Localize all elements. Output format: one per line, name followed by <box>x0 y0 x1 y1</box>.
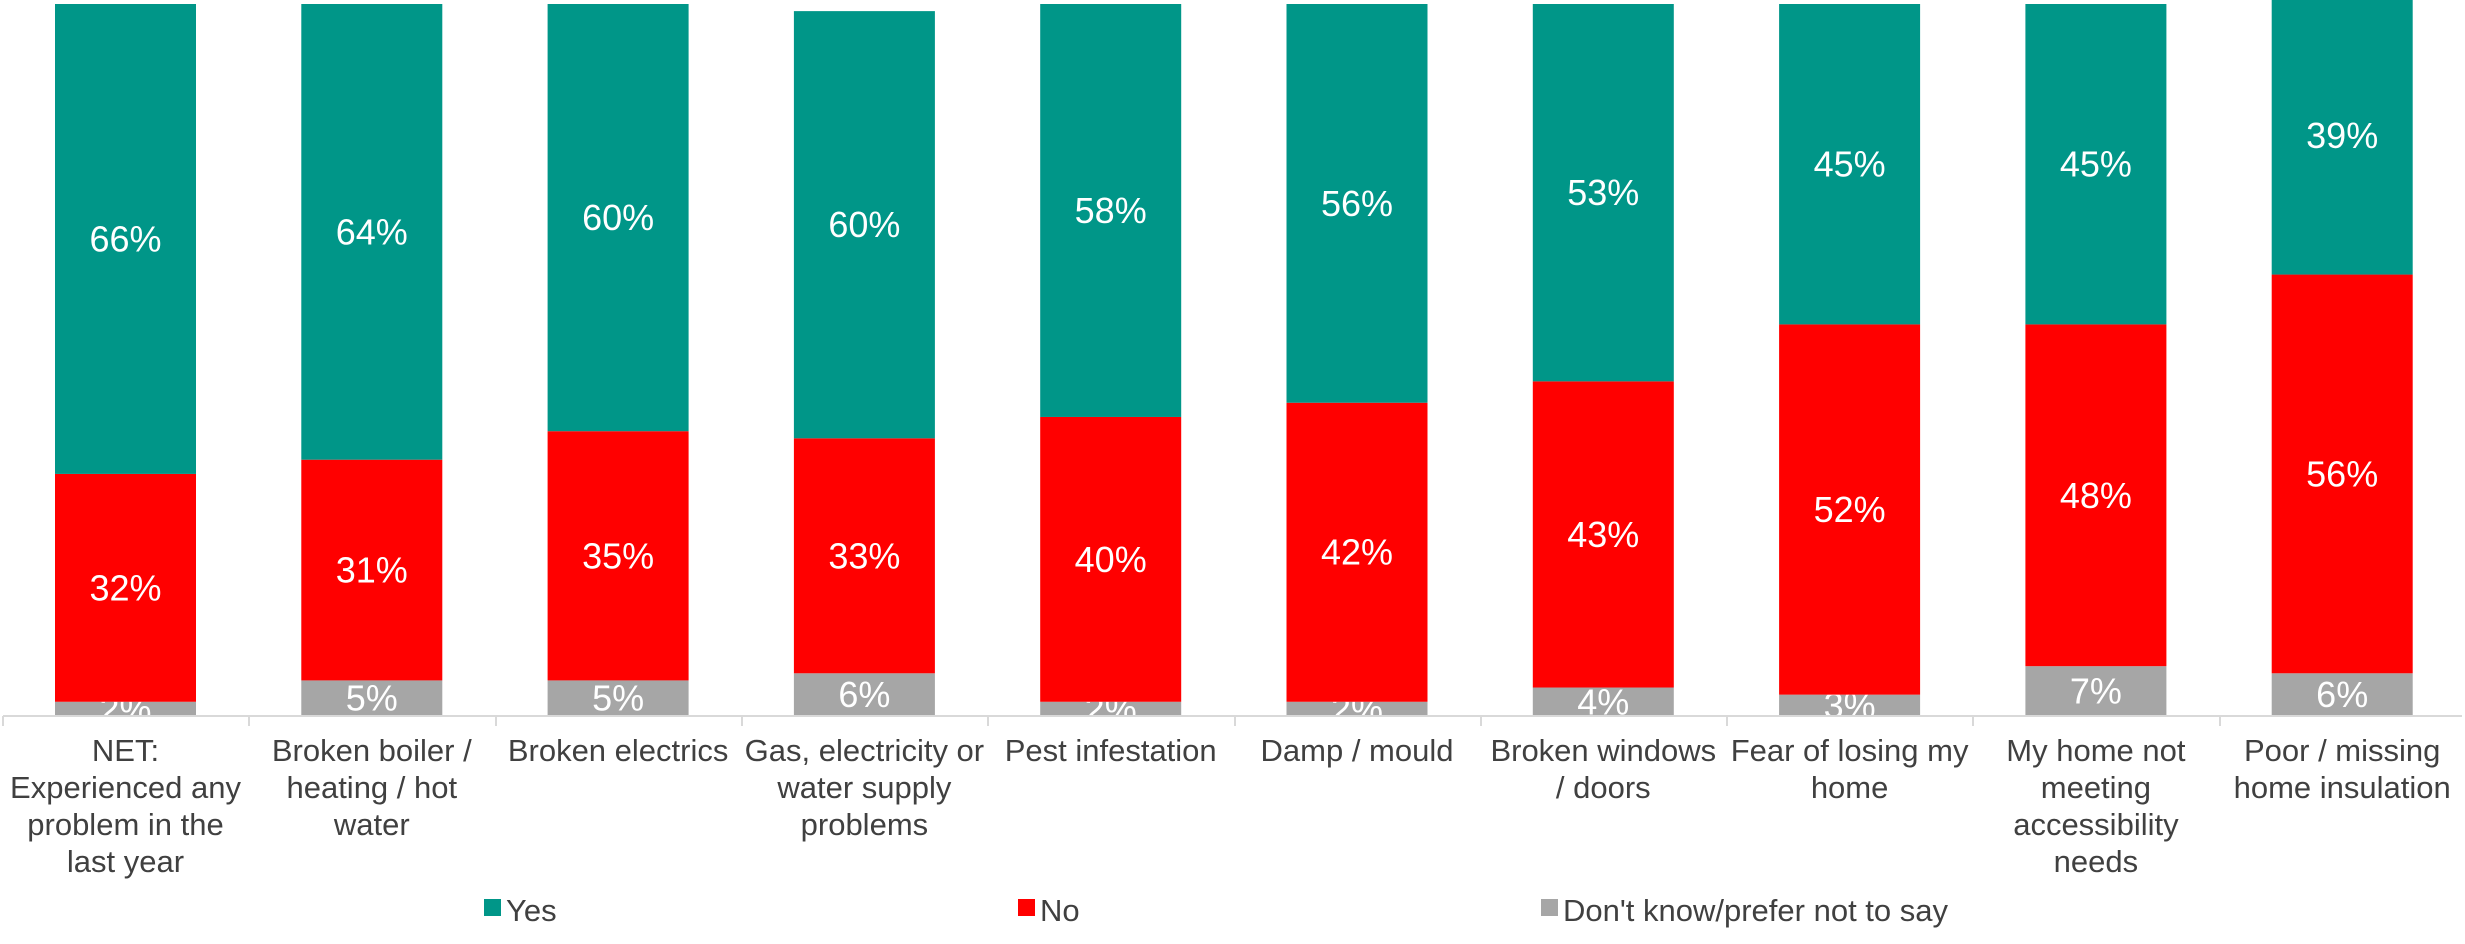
legend-label-no: No <box>1040 893 1080 928</box>
bar-dont-know-6 <box>1286 701 1428 716</box>
bar-dont-know-10 <box>2271 673 2413 716</box>
bar-no-5 <box>1040 416 1182 702</box>
data-label-no-1: 32% <box>89 567 161 608</box>
bar-no-9 <box>2025 324 2167 667</box>
category-label-8: Fear of losing my home <box>1731 733 1969 805</box>
legend-label-dont-know: Don't know/prefer not to say <box>1563 893 1949 928</box>
bar-yes-6 <box>1286 4 1428 403</box>
data-label-no-4: 33% <box>828 535 900 576</box>
bar-dont-know-4 <box>793 673 935 716</box>
data-label-dont-know-4: 6% <box>838 674 890 715</box>
x-axis <box>2 715 2462 726</box>
bar-dont-know-1 <box>55 701 196 716</box>
category-label-2: Broken boiler / heating / hot water <box>272 733 472 842</box>
category-label-6: Damp / mould <box>1261 733 1454 768</box>
bar-dont-know-8 <box>1779 694 1921 716</box>
bar-dont-know-5 <box>1040 701 1182 716</box>
data-label-no-9: 48% <box>2060 475 2132 516</box>
legend-item-dont-know: Don't know/prefer not to say <box>1541 893 1949 928</box>
legend-swatch-yes <box>484 899 501 916</box>
data-label-yes-3: 60% <box>582 197 654 238</box>
bar-yes-3 <box>547 4 689 432</box>
data-label-no-7: 43% <box>1567 514 1639 555</box>
data-label-no-3: 35% <box>582 535 654 576</box>
legend-label-yes: Yes <box>506 893 557 928</box>
data-label-yes-4: 60% <box>828 204 900 245</box>
category-label-10: Poor / missing home insulation <box>2234 733 2451 805</box>
data-label-dont-know-9: 7% <box>2070 671 2122 712</box>
category-label-5: Pest infestation <box>1005 733 1217 768</box>
data-label-yes-6: 56% <box>1321 183 1393 224</box>
data-label-yes-10: 39% <box>2306 115 2378 156</box>
bar-no-7 <box>1532 381 1674 688</box>
data-label-no-10: 56% <box>2306 453 2378 494</box>
legend-swatch-no <box>1018 899 1035 916</box>
data-label-yes-8: 45% <box>1814 144 1886 185</box>
data-label-no-2: 31% <box>336 550 408 591</box>
bars-group: 2%32%66%5%31%64%5%35%60%6%33%60%2%40%58%… <box>55 0 2413 729</box>
category-label-4: Gas, electricity or water supply problems <box>745 733 984 842</box>
bar-no-6 <box>1286 402 1428 702</box>
legend-swatch-dont-know <box>1541 899 1558 916</box>
category-label-3: Broken electrics <box>508 733 729 768</box>
category-label-9: My home not meeting accessibility needs <box>2006 733 2186 879</box>
bar-no-1 <box>55 473 196 702</box>
bar-no-2 <box>301 459 443 681</box>
bar-dont-know-3 <box>547 680 689 716</box>
data-label-dont-know-3: 5% <box>592 678 644 719</box>
bar-no-8 <box>1779 324 1921 695</box>
bar-yes-9 <box>2025 4 2167 325</box>
category-label-1: NET: Experienced any problem in the last ye… <box>10 733 241 879</box>
bar-no-10 <box>2271 274 2413 674</box>
data-label-no-6: 42% <box>1321 532 1393 573</box>
bar-yes-1 <box>55 4 196 474</box>
data-label-dont-know-2: 5% <box>346 678 398 719</box>
bar-dont-know-2 <box>301 680 443 716</box>
data-label-yes-2: 64% <box>336 211 408 252</box>
data-label-yes-7: 53% <box>1567 172 1639 213</box>
bar-yes-8 <box>1779 4 1921 325</box>
bar-dont-know-9 <box>2025 666 2167 716</box>
bar-yes-2 <box>301 4 443 460</box>
bar-yes-7 <box>1532 4 1674 382</box>
legend: Yes No Don't know/prefer not to say <box>484 893 1949 928</box>
bar-no-3 <box>547 431 689 681</box>
bar-dont-know-7 <box>1532 687 1674 716</box>
legend-item-yes: Yes <box>484 893 557 928</box>
category-labels: NET: Experienced any problem in the last ye… <box>10 733 2451 879</box>
data-label-dont-know-10: 6% <box>2316 674 2368 715</box>
category-label-7: Broken windows / doors <box>1490 733 1716 805</box>
data-label-yes-9: 45% <box>2060 144 2132 185</box>
bar-yes-10 <box>2271 0 2413 275</box>
data-label-no-5: 40% <box>1075 539 1147 580</box>
data-label-yes-1: 66% <box>89 218 161 259</box>
bar-no-4 <box>793 438 935 674</box>
data-label-yes-5: 58% <box>1075 190 1147 231</box>
bar-yes-5 <box>1040 4 1182 417</box>
legend-item-no: No <box>1018 893 1080 928</box>
bar-yes-4 <box>793 11 935 439</box>
data-label-no-8: 52% <box>1814 489 1886 530</box>
